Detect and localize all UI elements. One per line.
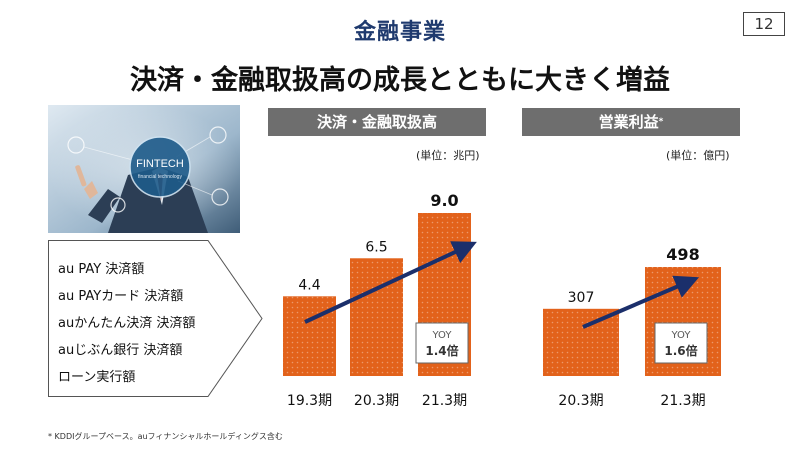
feature-item: au PAY 決済額 (58, 262, 145, 277)
fintech-photo: FINTECH financial technology (48, 105, 240, 233)
category-label: 20.3期 (354, 393, 399, 409)
chart-2-header: 営業利益* (522, 108, 740, 136)
data-label: 6.5 (365, 239, 387, 255)
yoy-label: YOY (671, 330, 692, 341)
yoy-value: 1.4倍 (425, 343, 458, 358)
feature-item: au PAYカード 決済額 (58, 289, 184, 304)
category-label: 19.3期 (287, 393, 332, 409)
data-label: 498 (666, 245, 699, 264)
data-label: 307 (568, 290, 595, 306)
category-label: 20.3期 (558, 393, 603, 409)
chevron-frame (48, 240, 263, 397)
section-title: 金融事業 (353, 20, 446, 45)
chart-2-title: 営業利益 (598, 113, 659, 131)
data-label: 4.4 (298, 277, 320, 293)
category-label: 21.3期 (660, 393, 705, 409)
feature-item: ローン実行額 (58, 370, 136, 385)
bar-texture (350, 258, 403, 376)
feature-item: auじぶん銀行 決済額 (58, 343, 183, 358)
chart-2-title-mark: * (658, 117, 664, 127)
data-label: 9.0 (430, 191, 458, 210)
page-number: 12 (743, 12, 785, 36)
bar-texture (283, 296, 336, 376)
footnote: * KDDIグループベース。auフィナンシャルホールディングス含む (48, 432, 283, 441)
bar-texture (543, 308, 619, 376)
headline: 決済・金融取扱高の成長とともに大きく増益 (130, 65, 670, 96)
feature-list: au PAY 決済額 au PAYカード 決済額 auかんたん決済 決済額 au… (48, 240, 263, 397)
yoy-label: YOY (432, 330, 453, 341)
feature-item: auかんたん決済 決済額 (58, 316, 196, 331)
fintech-badge-title: FINTECH (136, 158, 184, 170)
chart-1-unit: (単位：兆円) (416, 149, 480, 162)
yoy-box (415, 322, 469, 364)
category-label: 21.3期 (422, 393, 467, 409)
trend-arrow (582, 275, 700, 329)
yoy-value: 1.6倍 (664, 343, 697, 358)
yoy-box (654, 322, 708, 364)
chart-2-unit: (単位：億円) (666, 149, 730, 162)
fintech-badge-subtitle: financial technology (138, 174, 182, 180)
trend-arrow (304, 241, 477, 324)
chart-1-header: 決済・金融取扱高 (268, 108, 486, 136)
